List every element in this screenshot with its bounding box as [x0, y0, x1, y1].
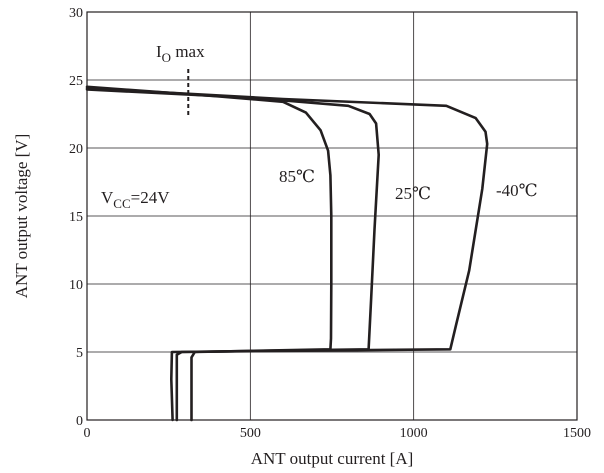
x-tick-label: 1500 — [563, 426, 591, 441]
y-tick-label: 15 — [69, 210, 83, 225]
y-tick-label: 0 — [76, 414, 83, 429]
io-max-label: IO max — [156, 42, 205, 65]
temp-label-85: 85℃ — [279, 167, 315, 186]
io-max-label-sub: O — [162, 50, 171, 65]
x-tick-label: 1000 — [400, 426, 428, 441]
io-max-label-main: I — [156, 42, 162, 61]
series-line-2 — [85, 88, 381, 422]
temp-label-m40: -40℃ — [496, 181, 538, 200]
series-line-3 — [85, 86, 489, 422]
io-max-label-suffix: max — [171, 42, 205, 61]
y-tick-label: 30 — [69, 6, 83, 21]
y-axis-label: ANT output voltage [V] — [12, 134, 31, 298]
y-tick-label: 10 — [69, 278, 83, 293]
x-tick-label: 0 — [84, 426, 91, 441]
tick-labels: 0 500 1000 1500 0 5 10 15 20 25 30 — [69, 6, 591, 441]
vcc-label-suffix: =24V — [131, 188, 171, 207]
vcc-label-main: V — [101, 188, 114, 207]
series-layer — [85, 85, 489, 422]
vcc-label: VCC=24V — [101, 188, 170, 211]
y-tick-label: 5 — [76, 346, 83, 361]
x-tick-label: 500 — [240, 426, 261, 441]
temp-label-25: 25℃ — [395, 184, 431, 203]
plot-frame — [86, 11, 578, 421]
series-line-1 — [85, 85, 333, 422]
y-tick-label: 20 — [69, 142, 83, 157]
y-tick-label: 25 — [69, 74, 83, 89]
x-axis-label: ANT output current [A] — [251, 449, 414, 468]
vcc-label-sub: CC — [113, 196, 130, 211]
